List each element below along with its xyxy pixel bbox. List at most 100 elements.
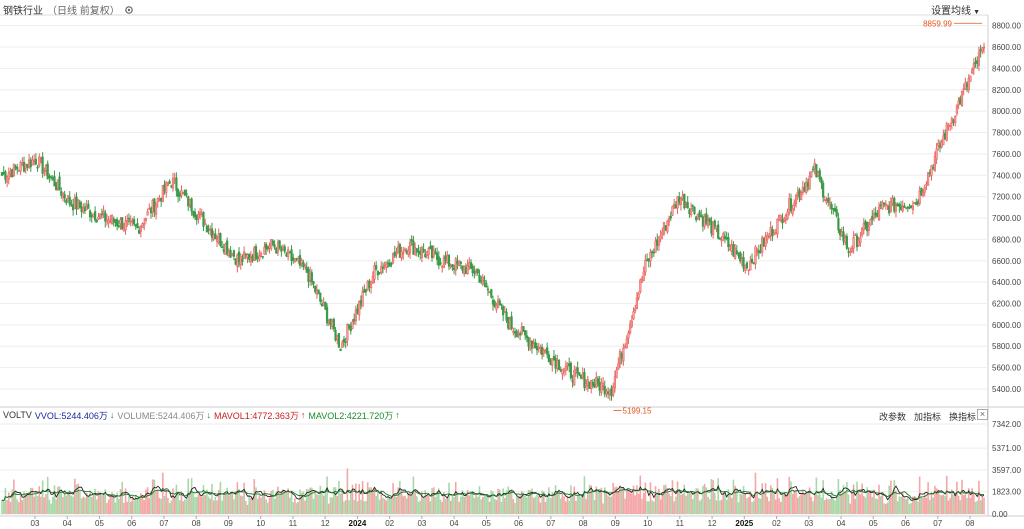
volume-bar-down bbox=[656, 495, 659, 514]
volume-bar-up bbox=[722, 491, 725, 514]
candle-up bbox=[954, 115, 957, 124]
volume-value: VOLUME:5244.406万 bbox=[117, 410, 205, 421]
close-indicator-button[interactable]: × bbox=[977, 409, 988, 420]
switch-indicator-button[interactable]: 换指标 bbox=[948, 412, 976, 422]
volume-bar-down bbox=[558, 489, 560, 514]
candle-up bbox=[925, 183, 928, 186]
candle-down bbox=[163, 184, 166, 192]
volume-bar-down bbox=[647, 501, 650, 514]
volume-bar-up bbox=[720, 499, 723, 514]
candle-down bbox=[14, 166, 17, 168]
candle-down bbox=[876, 212, 879, 218]
volume-bar-down bbox=[202, 485, 205, 514]
candle-up bbox=[805, 181, 808, 193]
candle-down bbox=[256, 256, 259, 259]
volume-bar-down bbox=[874, 498, 877, 514]
volume-bar-down bbox=[500, 501, 503, 514]
candle-up bbox=[383, 264, 386, 267]
volume-bar-down bbox=[312, 498, 315, 514]
candle-up bbox=[82, 206, 85, 213]
candle-up bbox=[761, 237, 764, 253]
volume-bar-up bbox=[151, 479, 154, 514]
volume-bar-up bbox=[649, 482, 652, 514]
volume-bar-up bbox=[681, 493, 684, 514]
volume-bar-down bbox=[261, 493, 264, 514]
volume-bar-down bbox=[465, 492, 467, 514]
volume-bar-down bbox=[14, 492, 17, 514]
candle-down bbox=[68, 196, 71, 205]
candle-up bbox=[981, 47, 984, 52]
candle-down bbox=[866, 221, 869, 232]
candle-down bbox=[104, 212, 107, 222]
candle-up bbox=[667, 218, 671, 223]
change-params-button[interactable]: 改参数 bbox=[878, 412, 906, 422]
candle-up bbox=[270, 239, 273, 249]
volume-bar-down bbox=[290, 490, 293, 514]
candle-up bbox=[198, 211, 202, 215]
candle-up bbox=[217, 233, 220, 243]
candle-up bbox=[268, 245, 271, 249]
candle-up bbox=[165, 181, 168, 193]
candle-down bbox=[192, 211, 195, 216]
candle-up bbox=[7, 172, 10, 180]
candle-down bbox=[789, 198, 793, 212]
volume-bar-up bbox=[600, 487, 603, 514]
volume-bar-down bbox=[966, 497, 968, 514]
candle-down bbox=[469, 262, 473, 269]
candle-down bbox=[415, 248, 418, 253]
volume-bar-down bbox=[178, 500, 181, 514]
volume-bar-down bbox=[827, 499, 830, 514]
volume-bar-down bbox=[150, 491, 152, 514]
candle-up bbox=[564, 366, 567, 371]
candle-down bbox=[742, 257, 745, 269]
add-indicator-button[interactable]: 加指标 bbox=[913, 412, 941, 422]
candle-down bbox=[347, 324, 351, 328]
volume-bar-down bbox=[790, 481, 792, 514]
candle-down bbox=[837, 217, 840, 231]
volume-bar-down bbox=[746, 498, 748, 514]
volume-bar-up bbox=[637, 493, 640, 514]
candle-down bbox=[607, 392, 610, 394]
volume-bar-down bbox=[51, 496, 54, 514]
volume-bar-up bbox=[458, 501, 460, 514]
candle-up bbox=[466, 265, 469, 275]
volume-bar-down bbox=[842, 485, 845, 514]
volume-bar-up bbox=[644, 482, 647, 514]
volume-bar-up bbox=[13, 479, 15, 514]
volume-bar-down bbox=[554, 485, 557, 514]
candle-up bbox=[969, 75, 972, 82]
gear-icon[interactable] bbox=[124, 5, 134, 15]
volume-bar-down bbox=[394, 494, 396, 514]
candle-down bbox=[290, 249, 293, 261]
candle-up bbox=[73, 197, 76, 209]
volume-bar-up bbox=[475, 493, 477, 514]
volume-bar-up bbox=[239, 495, 242, 514]
candle-down bbox=[26, 164, 29, 168]
candle-down bbox=[568, 363, 571, 367]
volume-bar-down bbox=[289, 497, 291, 514]
volume-bar-down bbox=[65, 495, 68, 514]
candle-down bbox=[979, 49, 982, 52]
candle-up bbox=[712, 221, 715, 235]
candle-down bbox=[417, 250, 420, 253]
volume-bar-down bbox=[451, 495, 454, 514]
candle-down bbox=[222, 248, 225, 252]
volume-bar-up bbox=[92, 493, 95, 514]
volume-bar-up bbox=[158, 497, 161, 514]
volume-bar-up bbox=[954, 497, 957, 514]
candle-down bbox=[375, 265, 378, 270]
ma-settings-button[interactable]: 设置均线 ▼ bbox=[931, 2, 980, 17]
candle-down bbox=[271, 240, 274, 245]
volume-bar-up bbox=[107, 499, 110, 514]
candle-down bbox=[461, 265, 464, 271]
candle-up bbox=[215, 239, 219, 242]
volume-bar-down bbox=[89, 490, 91, 514]
volume-bar-down bbox=[646, 501, 648, 514]
candle-down bbox=[830, 203, 833, 210]
volume-bar-up bbox=[140, 493, 142, 514]
candle-up bbox=[772, 232, 776, 236]
volume-bar-down bbox=[72, 496, 74, 514]
candle-down bbox=[559, 369, 562, 372]
volume-bar-up bbox=[77, 483, 79, 514]
volume-bar-down bbox=[818, 491, 821, 514]
